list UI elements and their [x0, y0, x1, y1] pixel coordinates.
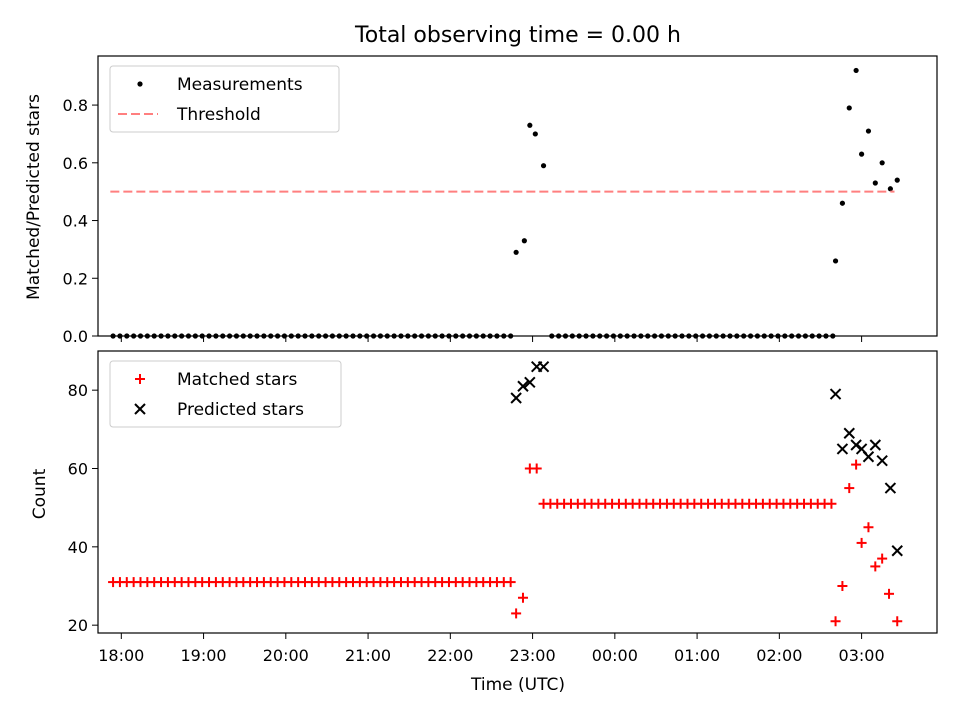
top-y-axis-label: Matched/Predicted stars: [24, 94, 44, 300]
x-tick-label: 19:00: [181, 646, 227, 665]
matched-star-point: [826, 498, 837, 509]
bottom-y-tick-label: 40: [68, 538, 88, 557]
x-tick-label: 22:00: [427, 646, 473, 665]
matched-star-point: [505, 577, 516, 588]
bottom-y-axis-label: Count: [30, 468, 50, 519]
x-tick-label: 01:00: [674, 646, 720, 665]
measurement-point: [853, 67, 859, 74]
predicted-star-point: [843, 427, 855, 439]
matched-star-point: [877, 553, 888, 564]
predicted-star-point: [869, 439, 882, 451]
x-tick-label: 18:00: [98, 646, 144, 665]
top-y-tick-label: 0.0: [63, 327, 88, 346]
measurement-point: [894, 177, 900, 183]
matched-star-point: [884, 588, 895, 599]
measurement-point: [513, 249, 519, 255]
matched-star-point: [531, 463, 542, 474]
bottom-plot-frame: [97, 350, 938, 634]
predicted-star-point: [876, 454, 888, 467]
predicted-star-point: [891, 545, 903, 557]
bottom-legend: Matched stars Predicted stars: [109, 360, 342, 428]
x-tick-label: 21:00: [345, 646, 391, 665]
chart-title: Total observing time = 0.00 h: [354, 23, 681, 48]
measurement-point: [858, 151, 865, 157]
legend-label: Matched stars: [177, 370, 297, 390]
legend-predicted-swatch: [134, 403, 146, 415]
top-y-tick-label: 0.2: [63, 269, 88, 288]
matched-star-point: [851, 459, 862, 470]
top-legend: Measurements Threshold: [109, 65, 340, 133]
x-axis-label: Time (UTC): [470, 675, 565, 695]
predicted-star-point: [836, 443, 849, 455]
predicted-star-point: [850, 439, 862, 451]
matched-star-point: [837, 581, 848, 591]
matched-star-point: [511, 608, 522, 619]
measurement-point: [839, 200, 846, 206]
top-y-tick-label: 0.8: [63, 96, 88, 115]
bottom-legend-box: [109, 360, 342, 428]
matched-star-point: [830, 616, 841, 627]
legend-label: Predicted stars: [177, 400, 304, 420]
matched-star-point: [856, 537, 867, 548]
top-plot: 0.0 0.2 0.4 0.6 0.8 Measurements Threshold: [63, 55, 938, 346]
measurement-point: [846, 105, 852, 111]
x-tick-label: 00:00: [592, 646, 638, 665]
top-y-tick-label: 0.4: [63, 212, 88, 231]
measurement-point: [879, 160, 885, 166]
top-plot-frame: [97, 55, 938, 337]
measurement-point: [832, 258, 839, 264]
bottom-y-tick-label: 80: [68, 381, 88, 400]
predicted-star-point: [884, 482, 897, 494]
legend-label: Threshold: [176, 105, 261, 125]
predicted-star-point: [537, 360, 550, 373]
measurement-point: [865, 128, 872, 134]
measurement-point: [540, 163, 547, 169]
bottom-y-tick-label: 20: [68, 616, 88, 635]
top-legend-box: [109, 65, 340, 133]
x-tick-label: 20:00: [263, 646, 309, 665]
predicted-star-point: [524, 376, 536, 389]
measurement-point: [527, 122, 533, 128]
x-tick-label: 23:00: [510, 646, 556, 665]
top-y-tick-label: 0.6: [63, 154, 88, 173]
predicted-star-point: [829, 388, 842, 400]
measurement-point: [887, 186, 893, 192]
x-tick-label: 02:00: [756, 646, 802, 665]
matched-star-point: [517, 592, 528, 603]
bottom-plot: 20 40 60 80 18:00 19:00 20:00 21:00 22:00 23:00 00…: [68, 350, 938, 665]
matched-star-point: [870, 561, 881, 572]
measurement-point: [872, 180, 878, 186]
bottom-y-tick-label: 60: [68, 460, 88, 479]
predicted-star-point: [862, 451, 875, 463]
legend-label: Measurements: [177, 75, 303, 95]
measurement-point: [521, 238, 527, 244]
predicted-star-point: [517, 380, 529, 392]
predicted-star-point: [510, 392, 522, 404]
legend-measurement-swatch: [137, 81, 143, 87]
matched-star-point: [844, 483, 855, 494]
matched-star-point: [863, 522, 874, 533]
measurement-point: [532, 131, 538, 137]
matched-star-point: [892, 616, 903, 627]
x-tick-label: 03:00: [839, 646, 885, 665]
